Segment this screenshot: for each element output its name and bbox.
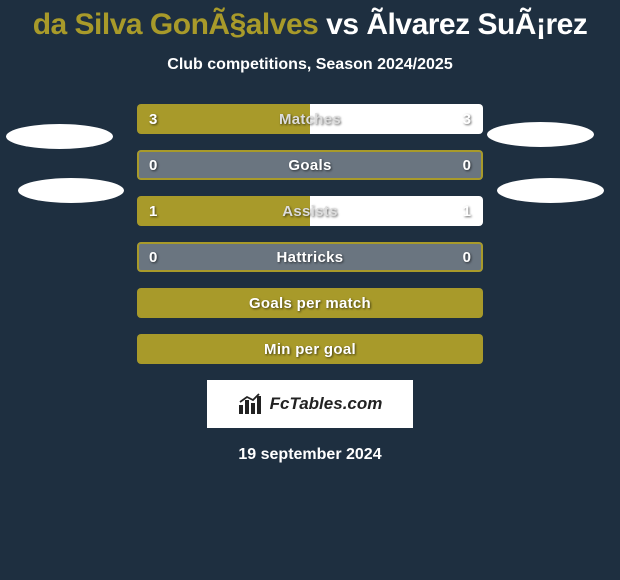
branding-text: FcTables.com xyxy=(270,394,383,414)
branding-badge: FcTables.com xyxy=(207,380,413,428)
stat-row: 11Assists xyxy=(137,196,483,226)
stat-row: 33Matches xyxy=(137,104,483,134)
title-vs: vs xyxy=(326,8,358,41)
team-badge-left1 xyxy=(6,124,113,149)
title-player1: da Silva GonÃ§alves xyxy=(33,8,319,41)
team-badge-right2 xyxy=(497,178,604,203)
page-title: da Silva GonÃ§alves vs Ãlvarez SuÃ¡rez xyxy=(0,8,620,42)
stat-label: Assists xyxy=(137,196,483,226)
stat-label: Goals per match xyxy=(137,288,483,318)
stat-label: Min per goal xyxy=(137,334,483,364)
footer-date: 19 september 2024 xyxy=(0,446,620,464)
chart-icon xyxy=(238,393,264,415)
stats-list: 33Matches 00Goals 11Assists 00Hattricks Goal… xyxy=(137,104,483,364)
stat-label: Hattricks xyxy=(137,242,483,272)
title-player2: Ãlvarez SuÃ¡rez xyxy=(366,8,587,41)
subtitle: Club competitions, Season 2024/2025 xyxy=(0,56,620,74)
stat-row: 00Goals xyxy=(137,150,483,180)
stat-row: 00Hattricks xyxy=(137,242,483,272)
stat-row: Min per goal xyxy=(137,334,483,364)
team-badge-right1 xyxy=(487,122,594,147)
team-badge-left2 xyxy=(18,178,124,203)
stat-label: Matches xyxy=(137,104,483,134)
comparison-card: da Silva GonÃ§alves vs Ãlvarez SuÃ¡rez C… xyxy=(0,0,620,580)
stat-label: Goals xyxy=(137,150,483,180)
stat-row: Goals per match xyxy=(137,288,483,318)
